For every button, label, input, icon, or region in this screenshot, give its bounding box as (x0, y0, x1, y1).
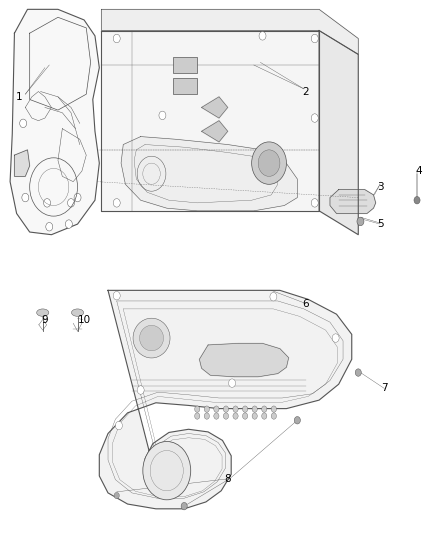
Circle shape (311, 114, 318, 122)
Text: 1: 1 (15, 92, 22, 102)
Circle shape (223, 413, 229, 419)
Circle shape (46, 222, 53, 231)
Ellipse shape (71, 309, 84, 317)
Circle shape (252, 142, 286, 184)
Polygon shape (319, 30, 358, 235)
Circle shape (252, 413, 257, 419)
Polygon shape (201, 97, 228, 118)
Circle shape (223, 406, 229, 413)
Circle shape (114, 492, 119, 499)
Text: 6: 6 (303, 298, 309, 309)
Circle shape (311, 34, 318, 43)
Circle shape (204, 413, 209, 419)
Circle shape (116, 421, 122, 430)
Circle shape (75, 310, 80, 316)
Circle shape (204, 406, 209, 413)
Circle shape (252, 406, 257, 413)
Circle shape (271, 406, 276, 413)
Polygon shape (102, 10, 358, 54)
Circle shape (22, 193, 29, 202)
Circle shape (261, 413, 267, 419)
Circle shape (261, 406, 267, 413)
Polygon shape (201, 120, 228, 142)
Circle shape (40, 310, 46, 316)
Circle shape (243, 406, 248, 413)
Circle shape (74, 193, 81, 202)
Polygon shape (199, 343, 289, 377)
Circle shape (143, 441, 191, 500)
Circle shape (44, 199, 50, 207)
Circle shape (113, 292, 120, 300)
Ellipse shape (133, 318, 170, 358)
Bar (173, 78, 197, 94)
Circle shape (243, 413, 248, 419)
Circle shape (20, 119, 27, 127)
Circle shape (214, 406, 219, 413)
Circle shape (258, 150, 280, 176)
Circle shape (311, 199, 318, 207)
Polygon shape (10, 10, 99, 235)
Polygon shape (14, 150, 30, 176)
Circle shape (194, 413, 200, 419)
Polygon shape (330, 190, 376, 214)
Ellipse shape (140, 325, 163, 351)
Polygon shape (121, 136, 297, 211)
Circle shape (194, 406, 200, 413)
Polygon shape (102, 30, 319, 211)
Circle shape (159, 111, 166, 119)
Polygon shape (99, 290, 352, 509)
Circle shape (355, 369, 361, 376)
Circle shape (137, 386, 144, 394)
Circle shape (259, 31, 266, 40)
Circle shape (233, 413, 238, 419)
Text: 8: 8 (224, 474, 231, 483)
Circle shape (357, 217, 364, 225)
Circle shape (67, 199, 74, 207)
Circle shape (294, 417, 300, 424)
Circle shape (113, 34, 120, 43)
Text: 9: 9 (42, 314, 48, 325)
Circle shape (270, 293, 277, 301)
Text: 2: 2 (303, 86, 309, 96)
Circle shape (271, 413, 276, 419)
Circle shape (181, 503, 187, 510)
Circle shape (229, 379, 236, 387)
Text: 3: 3 (377, 182, 383, 192)
Text: 7: 7 (381, 383, 388, 393)
Text: 5: 5 (377, 219, 383, 229)
Text: 10: 10 (78, 314, 91, 325)
Circle shape (414, 197, 420, 204)
Circle shape (332, 334, 339, 342)
Circle shape (65, 220, 72, 228)
Text: 4: 4 (416, 166, 423, 176)
Circle shape (214, 413, 219, 419)
Ellipse shape (37, 309, 49, 317)
Circle shape (113, 199, 120, 207)
Bar (173, 57, 197, 73)
Circle shape (233, 406, 238, 413)
